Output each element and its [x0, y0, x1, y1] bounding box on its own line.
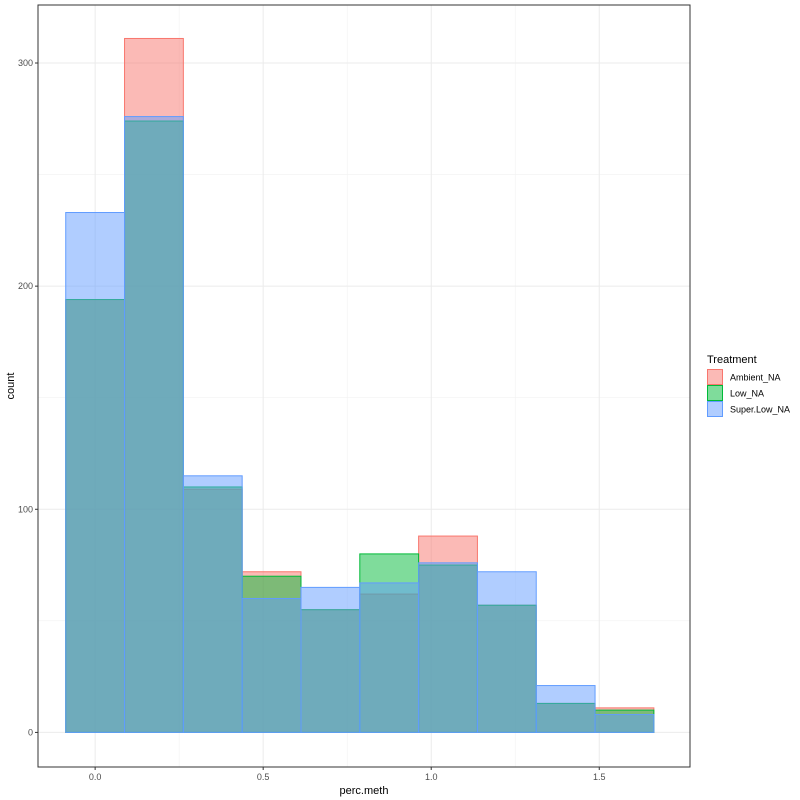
bar-super-low-na: [594, 714, 655, 733]
bar-super-low-na: [182, 475, 243, 733]
legend-title: Treatment: [707, 354, 757, 366]
bar-super-low-na: [124, 116, 184, 733]
legend-item: Super.Low_NA: [707, 401, 790, 417]
legend-item: Ambient_NA: [707, 369, 781, 385]
plot-border: [37, 4, 691, 768]
x-tick-label: 1.5: [593, 772, 606, 782]
legend-key: [707, 369, 723, 385]
bar-super-low-na: [241, 598, 302, 733]
bar-super-low-na: [359, 582, 420, 733]
y-tick-label: 0: [28, 727, 33, 737]
bar-super-low-na: [418, 562, 478, 733]
legend-label: Low_NA: [730, 389, 764, 399]
legend-key: [707, 385, 723, 401]
legend: Treatment Ambient_NA Low_NA Super.Low_NA: [707, 354, 790, 417]
bar-super-low-na: [476, 571, 537, 733]
legend-item: Low_NA: [707, 385, 764, 401]
bar-super-low-na: [535, 685, 596, 733]
legend-label: Ambient_NA: [730, 373, 781, 383]
bar-super-low-na: [300, 586, 361, 733]
x-tick-label: 0.5: [257, 772, 270, 782]
bar-super-low-na: [65, 212, 126, 733]
x-axis-title: perc.meth: [340, 785, 389, 797]
y-tick-label: 100: [18, 504, 33, 514]
y-tick-label: 300: [18, 58, 33, 68]
legend-items: Ambient_NA Low_NA Super.Low_NA: [707, 369, 790, 417]
y-axis: 0 100 200 300: [18, 58, 38, 737]
y-axis-title: count: [5, 373, 17, 400]
legend-key: [707, 401, 723, 417]
y-tick-label: 200: [18, 281, 33, 291]
x-tick-label: 1.0: [425, 772, 438, 782]
histogram-bars: [65, 37, 655, 733]
x-tick-label: 0.0: [89, 772, 102, 782]
x-axis: 0.0 0.5 1.0 1.5: [89, 767, 606, 782]
legend-label: Super.Low_NA: [730, 405, 790, 415]
